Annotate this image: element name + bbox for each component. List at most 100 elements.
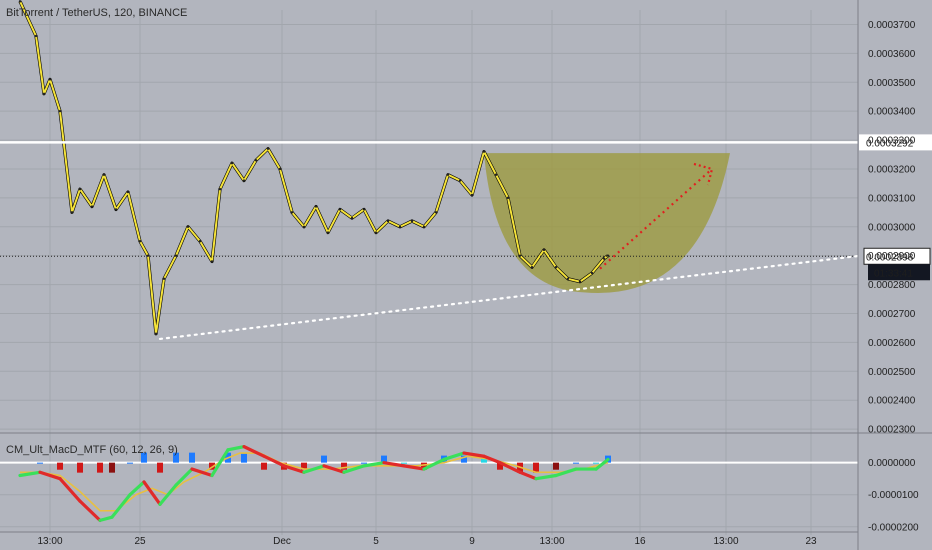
price-point [602,257,606,260]
x-tick-label: 13:00 [539,536,564,547]
macd-line-segment [262,454,286,468]
macd-histogram-bar [127,462,133,464]
cup-pattern [484,153,730,294]
macd-line-segment [482,454,502,465]
y-tick-label: 0.0002400 [868,396,916,407]
y-tick-label: 0.0002600 [868,338,916,349]
price-series [18,0,610,336]
y-tick-label: 0.0002900 [868,251,916,262]
current-price-label: 0.0002898 [866,252,914,263]
price-point [530,266,534,269]
macd-histogram-bar [157,462,163,473]
macd-line-segment [382,461,406,468]
x-tick-label: 13:00 [713,536,738,547]
macd-histogram-bar [341,462,347,470]
macd-histogram-bar [77,462,83,473]
macd-histogram-bar [189,452,195,463]
price-point [70,211,74,214]
price-point [254,159,258,162]
macd-histogram-bar [173,452,179,463]
price-point [154,332,158,335]
price-point [126,190,130,194]
price-point [482,150,486,153]
price-point [542,248,546,252]
price-point [138,240,142,243]
macd-histogram-bar [533,462,539,473]
price-point [78,188,82,191]
price-point [114,208,118,211]
x-tick-label: 5 [373,536,379,547]
macd-line-segment [190,467,214,478]
macd-histogram-bar [593,462,599,464]
y-tick-label: 0.0003400 [868,107,916,118]
resistance-label: 0.0003292 [866,138,914,149]
support-trendline [158,254,860,341]
chart-title: BitTorrent / TetherUS, 120, BINANCE [6,7,187,19]
macd-line-segment [518,470,538,481]
price-point [386,219,390,223]
macd-line-segment [58,477,82,503]
y-tick-label: 0.0003600 [868,49,916,60]
macd-histogram-bar [573,462,579,464]
price-point [42,92,46,96]
macd-line-segment [158,483,178,506]
macd-histogram-bar [209,462,215,470]
price-point [470,193,474,197]
y-tick-label: 0.0003700 [868,20,916,31]
price-point [422,225,426,228]
y-tick-label: 0.0003100 [868,193,916,204]
y-tick-label: 0.0002300 [868,425,916,436]
x-tick-label: 23 [805,536,817,547]
y-tick-label: 0.0002500 [868,367,916,378]
macd-histogram-bar [97,462,103,473]
x-tick-label: 25 [134,536,146,547]
macd-y-tick-label: 0.0000000 [868,458,916,469]
macd-histogram-bar [421,462,427,470]
x-tick-label: 9 [469,536,475,547]
macd-line-segment [442,451,466,462]
price-point [566,277,570,281]
price-point [162,277,166,281]
macd-line-segment [534,473,558,481]
price-point [350,216,354,220]
countdown-box [868,264,930,281]
macd-y-tick-label: -0.0000100 [868,490,919,501]
price-point [198,240,202,243]
macd-histogram-bar [109,462,115,473]
macd-line-segment [110,493,132,519]
macd-histogram-bar [361,462,367,464]
price-point [398,225,402,228]
y-tick-label: 0.0003500 [868,78,916,89]
price-point [102,173,106,176]
price-point [314,205,318,208]
price-point [446,173,450,176]
macd-y-tick-label: -0.0000200 [868,522,919,533]
macd-line-segment [422,457,446,471]
macd-line-segment [402,464,426,471]
price-point [458,179,462,182]
price-point [554,266,558,269]
y-tick-label: 0.0002700 [868,309,916,320]
y-tick-label: 0.0002800 [868,280,916,291]
drawings: 0.0003292 0.0002898 01:33:41 [0,134,932,341]
macd-histogram-bar [553,462,559,470]
price-point [210,260,214,263]
indicator-title: CM_Ult_MacD_MTF (60, 12, 26, 9) [6,444,178,456]
x-tick-label: 16 [634,536,646,547]
macd-line-segment [322,464,346,474]
price-point [410,219,414,223]
macd-histogram-bar [57,462,63,470]
price-point [48,78,52,81]
macd-line-segment [342,464,366,474]
macd-line-segment [498,461,522,474]
price-point [278,167,282,171]
price-point [302,225,306,228]
price-point [34,34,38,38]
macd-line-segment [142,480,162,506]
price-point [58,109,62,113]
macd-histogram-bar [37,462,43,464]
price-point [362,208,366,211]
macd-histogram-bar [321,455,327,463]
